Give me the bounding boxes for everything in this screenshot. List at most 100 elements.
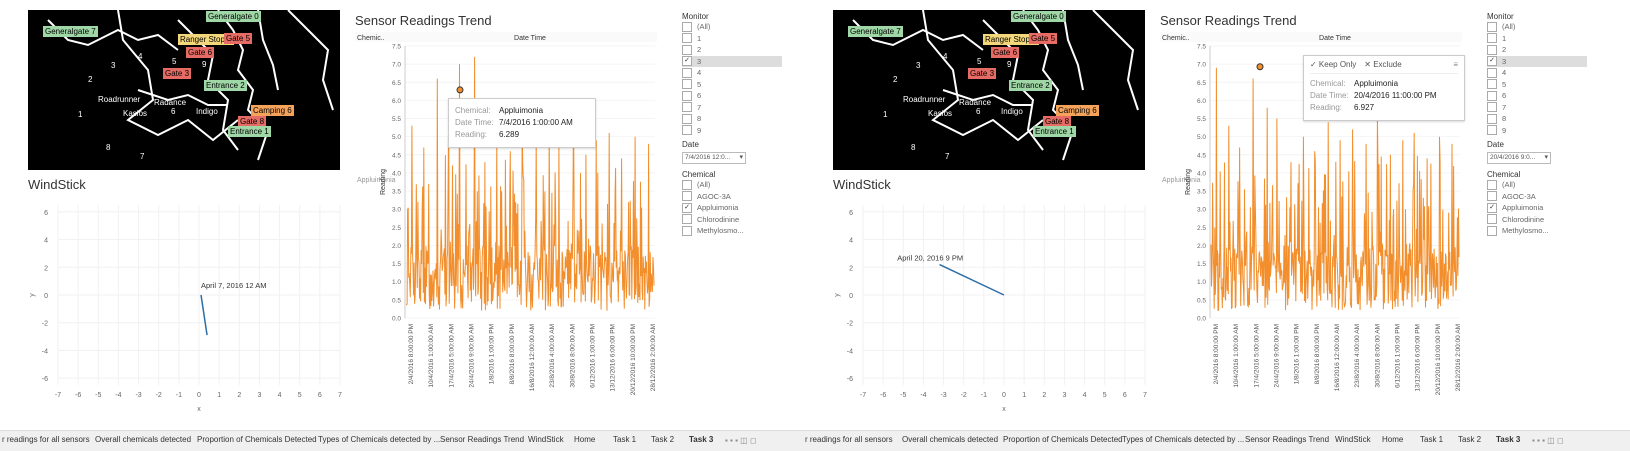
checkbox-icon[interactable] [682, 44, 692, 55]
checkbox-icon[interactable] [1487, 67, 1497, 78]
map-tag-generalgate-7[interactable]: Generalgate 7 [848, 26, 903, 37]
map-tag-gate-6[interactable]: Gate 6 [186, 47, 215, 58]
sensor-marker-3[interactable]: 3 [916, 61, 921, 70]
map-tag-entrance-1[interactable]: Entrance 1 [228, 126, 271, 137]
windstick-chart[interactable]: -7 -6 -5 -4 -3 -2 -1 0 1 2 3 4 5 6 7 6 4 2 0 -2 -4 -6 x y April … [805, 185, 1165, 425]
sensor-map[interactable]: Generalgate 7 Generalgate 0 Ranger Stop … [28, 10, 340, 170]
tab-proportion-chemicals[interactable]: Proportion of Chemicals Detected [197, 435, 317, 444]
chemical-filter-item[interactable]: Methylosmo... [682, 225, 782, 237]
checkbox-icon[interactable] [682, 33, 692, 44]
exclude-button[interactable]: ✕ Exclude [1364, 60, 1402, 69]
chemical-filter-item[interactable]: Chlorodinine [1487, 214, 1587, 226]
sensor-marker-7[interactable]: 7 [945, 152, 950, 161]
checkbox-icon[interactable] [682, 214, 692, 225]
chemical-filter-item[interactable]: AGOC-3A [1487, 191, 1587, 203]
sensor-marker-1[interactable]: 1 [78, 110, 83, 119]
monitor-filter-item[interactable]: 9 [682, 125, 782, 137]
checkbox-icon[interactable] [682, 125, 692, 136]
checkbox-icon[interactable] [1487, 79, 1497, 90]
monitor-filter-item[interactable]: 4 [682, 67, 782, 79]
map-tag-entrance-2[interactable]: Entrance 2 [1009, 80, 1052, 91]
chemical-filter-item[interactable]: (All) [682, 179, 782, 191]
sensor-marker-4[interactable]: 4 [943, 52, 948, 61]
sensor-marker-9[interactable]: 9 [202, 60, 207, 69]
monitor-filter-item[interactable]: 8 [682, 113, 782, 125]
monitor-filter-item[interactable]: 1 [1487, 33, 1587, 45]
tab-windstick[interactable]: WindStick [528, 435, 564, 444]
sensor-marker-4[interactable]: 4 [138, 52, 143, 61]
date-dropdown[interactable]: 7/4/2016 12:0... [682, 152, 746, 164]
checkbox-icon[interactable] [1487, 44, 1497, 55]
checkbox-icon[interactable] [1487, 125, 1497, 136]
tab-sensor-readings[interactable]: r readings for all sensors [2, 435, 90, 444]
map-tag-generalgate-0[interactable]: Generalgate 0 [1011, 11, 1066, 22]
map-tag-gate-3[interactable]: Gate 3 [968, 68, 997, 79]
sensor-marker-5[interactable]: 5 [172, 57, 177, 66]
map-tag-gate-5[interactable]: Gate 5 [1029, 33, 1058, 44]
monitor-filter-item[interactable]: 7 [1487, 102, 1587, 114]
date-dropdown[interactable]: 20/4/2016 9:0... [1487, 152, 1551, 164]
map-tag-generalgate-0[interactable]: Generalgate 0 [206, 11, 261, 22]
monitor-filter-item[interactable]: ✓ 3 [682, 55, 782, 67]
sensor-marker-3[interactable]: 3 [111, 61, 116, 70]
monitor-filter-item[interactable]: 2 [682, 44, 782, 56]
chemical-filter-item[interactable]: AGOC-3A [682, 191, 782, 203]
checkbox-icon[interactable] [682, 225, 692, 236]
monitor-filter-item[interactable]: ✓ 3 [1487, 55, 1587, 67]
monitor-filter-item[interactable]: 5 [682, 79, 782, 91]
sensor-marker-6[interactable]: 6 [976, 107, 981, 116]
checkbox-icon[interactable] [1487, 113, 1497, 124]
chemical-filter-item[interactable]: Methylosmo... [1487, 225, 1587, 237]
checkbox-icon[interactable] [1487, 214, 1497, 225]
checkbox-icon[interactable]: ✓ [682, 56, 692, 67]
checkbox-icon[interactable]: ✓ [1487, 202, 1497, 213]
sensor-marker-8[interactable]: 8 [911, 143, 916, 152]
monitor-filter-item[interactable]: 6 [1487, 90, 1587, 102]
checkbox-icon[interactable] [1487, 33, 1497, 44]
checkbox-icon[interactable] [1487, 179, 1497, 190]
monitor-filter-item[interactable]: 1 [682, 33, 782, 45]
monitor-filter-item[interactable]: 2 [1487, 44, 1587, 56]
chemical-filter-item[interactable]: (All) [1487, 179, 1587, 191]
map-tag-ranger-stop-2[interactable]: Ranger Stop 2 [983, 34, 1039, 45]
tab-home[interactable]: Home [1382, 435, 1404, 444]
tab-types-chemicals[interactable]: Types of Chemicals detected by ... [1122, 435, 1245, 444]
tab-windstick[interactable]: WindStick [1335, 435, 1371, 444]
monitor-filter-item[interactable]: (All) [682, 21, 782, 33]
map-tag-gate-6[interactable]: Gate 6 [991, 47, 1020, 58]
checkbox-icon[interactable]: ✓ [1487, 56, 1497, 67]
checkbox-icon[interactable] [1487, 90, 1497, 101]
map-tag-gate-8[interactable]: Gate 8 [1043, 116, 1072, 127]
map-tag-gate-3[interactable]: Gate 3 [163, 68, 192, 79]
sensor-map[interactable]: Generalgate 7 Generalgate 0 Ranger Stop … [833, 10, 1145, 170]
checkbox-icon[interactable] [682, 191, 692, 202]
tab-task-1[interactable]: Task 1 [1420, 435, 1444, 444]
sensor-marker-2[interactable]: 2 [893, 75, 898, 84]
checkbox-icon[interactable] [1487, 191, 1497, 202]
checkbox-icon[interactable] [1487, 21, 1497, 32]
tab-sensor-readings-trend[interactable]: Sensor Readings Trend [1245, 435, 1330, 444]
tab-task-3[interactable]: Task 3 [1496, 435, 1521, 444]
tab-overall-chemicals[interactable]: Overall chemicals detected [95, 435, 192, 444]
monitor-filter-item[interactable]: 4 [1487, 67, 1587, 79]
monitor-filter-item[interactable]: 9 [1487, 125, 1587, 137]
tab-types-chemicals[interactable]: Types of Chemicals detected by ... [318, 435, 441, 444]
map-tag-gate-8[interactable]: Gate 8 [238, 116, 267, 127]
sensor-marker-7[interactable]: 7 [140, 152, 145, 161]
tab-task-2[interactable]: Task 2 [651, 435, 675, 444]
tab-task-3[interactable]: Task 3 [689, 435, 714, 444]
monitor-filter-item[interactable]: 7 [682, 102, 782, 114]
map-tag-generalgate-7[interactable]: Generalgate 7 [43, 26, 98, 37]
monitor-filter-item[interactable]: 8 [1487, 113, 1587, 125]
tab-sensor-readings[interactable]: r readings for all sensors [805, 435, 893, 444]
map-tag-camping-6[interactable]: Camping 6 [1056, 105, 1099, 116]
chemical-filter-item[interactable]: ✓ Appluimonia [682, 202, 782, 214]
checkbox-icon[interactable]: ✓ [682, 202, 692, 213]
keep-only-button[interactable]: ✓ Keep Only [1310, 60, 1357, 69]
checkbox-icon[interactable] [682, 67, 692, 78]
sensor-marker-1[interactable]: 1 [883, 110, 888, 119]
tab-sensor-readings-trend[interactable]: Sensor Readings Trend [440, 435, 525, 444]
map-tag-entrance-1[interactable]: Entrance 1 [1033, 126, 1076, 137]
sensor-marker-5[interactable]: 5 [977, 57, 982, 66]
map-tag-entrance-2[interactable]: Entrance 2 [204, 80, 247, 91]
